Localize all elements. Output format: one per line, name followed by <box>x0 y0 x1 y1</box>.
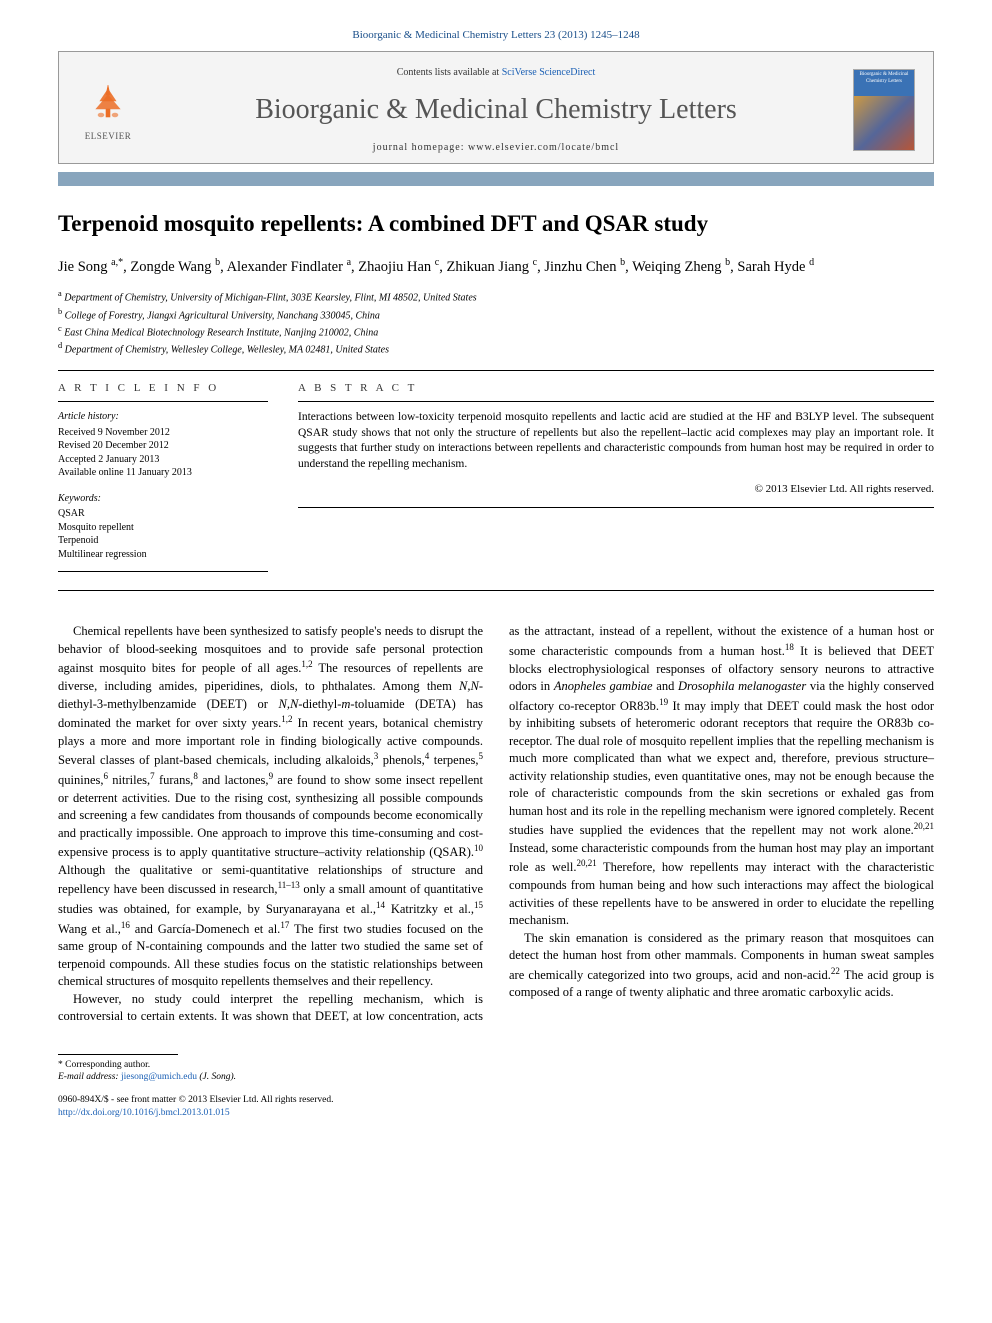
history-revised: Revised 20 December 2012 <box>58 439 268 453</box>
affiliations-block: a Department of Chemistry, University of… <box>58 288 934 357</box>
affiliation-a: a Department of Chemistry, University of… <box>58 288 934 305</box>
abstract-divider-2 <box>298 507 934 508</box>
footer-divider <box>58 1054 178 1055</box>
doi-link[interactable]: http://dx.doi.org/10.1016/j.bmcl.2013.01… <box>58 1108 230 1118</box>
abstract-divider <box>298 401 934 402</box>
author-list: Jie Song a,*, Zongde Wang b, Alexander F… <box>58 255 934 279</box>
bottom-line: 0960-894X/$ - see front matter © 2013 El… <box>58 1094 934 1120</box>
journal-name: Bioorganic & Medicinal Chemistry Letters <box>139 91 853 129</box>
contents-prefix: Contents lists available at <box>397 67 502 78</box>
keyword-1: QSAR <box>58 507 268 521</box>
cover-title-strip: Bioorganic & Medicinal Chemistry Letters <box>854 70 914 96</box>
abstract-heading: A B S T R A C T <box>298 381 934 396</box>
divider <box>58 370 934 371</box>
abstract-text: Interactions between low-toxicity terpen… <box>298 410 934 472</box>
journal-homepage-line: journal homepage: www.elsevier.com/locat… <box>139 141 853 155</box>
citation-header: Bioorganic & Medicinal Chemistry Letters… <box>58 28 934 43</box>
article-body: Chemical repellents have been synthesize… <box>58 623 934 1025</box>
history-online: Available online 11 January 2013 <box>58 466 268 480</box>
abstract-column: A B S T R A C T Interactions between low… <box>298 381 934 581</box>
footer-block: Corresponding author. E-mail address: ji… <box>58 1054 934 1085</box>
homepage-prefix: journal homepage: <box>373 142 468 153</box>
journal-header-box: ELSEVIER Contents lists available at Sci… <box>58 51 934 164</box>
elsevier-logo: ELSEVIER <box>77 79 139 142</box>
history-received: Received 9 November 2012 <box>58 426 268 440</box>
history-heading: Article history: <box>58 410 268 424</box>
body-paragraph-1: Chemical repellents have been synthesize… <box>58 623 483 990</box>
journal-cover-thumbnail: Bioorganic & Medicinal Chemistry Letters <box>853 69 915 151</box>
history-accepted: Accepted 2 January 2013 <box>58 453 268 467</box>
email-address[interactable]: jiesong@umich.edu <box>121 1072 197 1082</box>
email-label: E-mail address: <box>58 1072 119 1082</box>
article-info-heading: A R T I C L E I N F O <box>58 381 268 396</box>
article-info-column: A R T I C L E I N F O Article history: R… <box>58 381 268 581</box>
affiliation-b: b College of Forestry, Jiangxi Agricultu… <box>58 306 934 323</box>
keyword-4: Multilinear regression <box>58 548 268 562</box>
info-divider-2 <box>58 571 268 572</box>
email-who: (J. Song). <box>199 1072 236 1082</box>
homepage-url[interactable]: www.elsevier.com/locate/bmcl <box>468 142 619 153</box>
accent-bar <box>58 172 934 186</box>
affiliation-c: c East China Medical Biotechnology Resea… <box>58 323 934 340</box>
sciencedirect-link[interactable]: SciVerse ScienceDirect <box>502 67 596 78</box>
corresponding-author: Corresponding author. <box>58 1059 934 1072</box>
keyword-3: Terpenoid <box>58 534 268 548</box>
keyword-2: Mosquito repellent <box>58 521 268 535</box>
cover-image-icon <box>854 96 914 151</box>
contents-available-line: Contents lists available at SciVerse Sci… <box>139 66 853 80</box>
info-divider <box>58 401 268 402</box>
divider-2 <box>58 590 934 591</box>
article-title: Terpenoid mosquito repellents: A combine… <box>58 208 934 239</box>
affiliation-d: d Department of Chemistry, Wellesley Col… <box>58 340 934 357</box>
elsevier-label: ELSEVIER <box>77 130 139 142</box>
body-paragraph-3: The skin emanation is considered as the … <box>509 930 934 1002</box>
email-line: E-mail address: jiesong@umich.edu (J. So… <box>58 1071 934 1084</box>
issn-line: 0960-894X/$ - see front matter © 2013 El… <box>58 1094 334 1107</box>
keywords-heading: Keywords: <box>58 492 268 506</box>
abstract-copyright: © 2013 Elsevier Ltd. All rights reserved… <box>298 482 934 497</box>
elsevier-tree-icon <box>77 79 139 130</box>
